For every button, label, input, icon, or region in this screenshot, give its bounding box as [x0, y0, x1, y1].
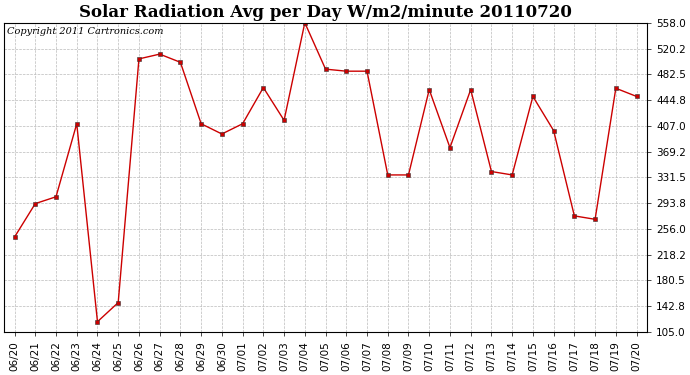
Title: Solar Radiation Avg per Day W/m2/minute 20110720: Solar Radiation Avg per Day W/m2/minute … — [79, 4, 572, 21]
Text: Copyright 2011 Cartronics.com: Copyright 2011 Cartronics.com — [8, 27, 164, 36]
